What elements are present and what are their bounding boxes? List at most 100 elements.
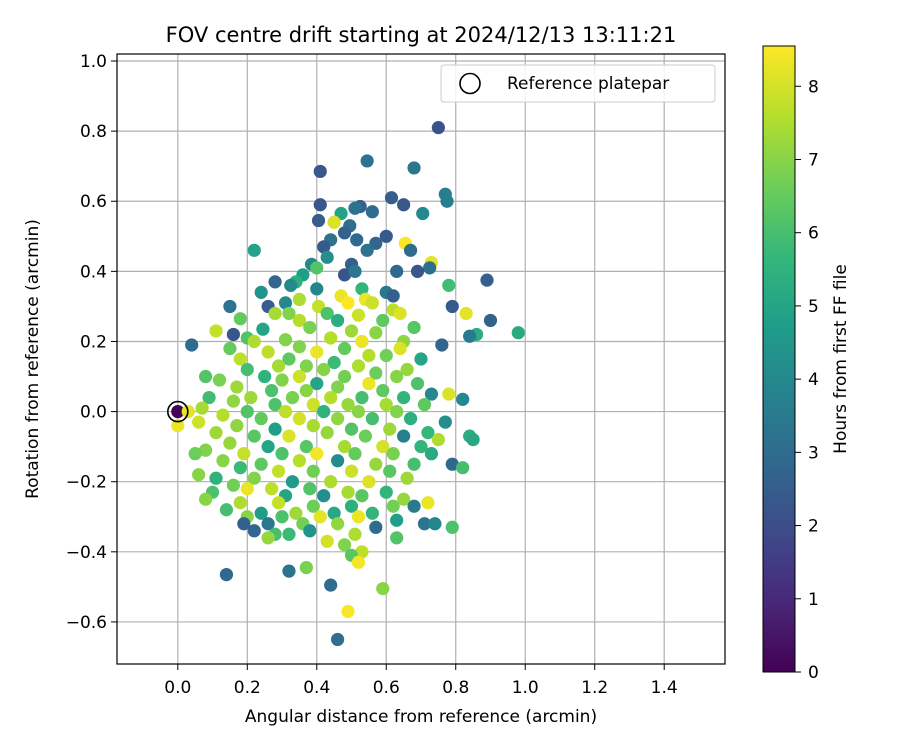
- data-point: [275, 447, 289, 461]
- data-point: [313, 198, 327, 212]
- data-point: [278, 296, 293, 310]
- data-point: [311, 213, 326, 228]
- data-point: [327, 355, 341, 370]
- data-point: [344, 324, 359, 338]
- data-point: [282, 352, 296, 366]
- data-point: [344, 499, 359, 513]
- data-point: [337, 538, 352, 552]
- x-tick-label: 0.0: [164, 678, 191, 698]
- data-point: [438, 415, 452, 429]
- data-point: [417, 397, 432, 412]
- data-point: [289, 506, 303, 520]
- data-point: [379, 397, 393, 412]
- data-point: [284, 278, 298, 292]
- data-point: [237, 517, 251, 531]
- data-point: [511, 326, 525, 340]
- data-point: [414, 352, 428, 366]
- data-point: [240, 482, 254, 496]
- data-point: [376, 383, 390, 398]
- data-point: [313, 164, 327, 179]
- data-point: [320, 426, 334, 440]
- data-point: [456, 461, 470, 475]
- data-point: [317, 362, 331, 377]
- data-point: [466, 433, 480, 447]
- data-point: [299, 560, 313, 575]
- data-point: [348, 447, 362, 461]
- data-point: [240, 404, 254, 419]
- y-axis-ticks: −0.6 −0.4 −0.2 0.0 0.2 0.4 0.6 0.8 1.0: [66, 52, 117, 633]
- data-point: [271, 359, 286, 373]
- data-point: [456, 392, 470, 406]
- data-point: [219, 568, 234, 582]
- data-point: [209, 324, 223, 338]
- data-point: [171, 419, 185, 433]
- colorbar-gradient: [762, 45, 796, 673]
- data-point: [313, 510, 327, 524]
- data-point: [348, 527, 362, 541]
- colorbar-tick-label: 5: [808, 297, 819, 317]
- data-point: [256, 322, 270, 336]
- chart-title: FOV centre drift starting at 2024/12/13 …: [166, 23, 677, 47]
- data-point: [365, 296, 379, 310]
- data-point: [351, 510, 366, 524]
- y-tick-label: −0.4: [66, 543, 107, 563]
- data-point: [331, 411, 345, 426]
- data-point: [247, 334, 261, 349]
- data-point: [247, 471, 261, 485]
- data-point: [233, 312, 247, 326]
- data-point: [185, 338, 199, 352]
- x-tick-label: 0.2: [234, 678, 261, 698]
- data-point: [275, 373, 289, 387]
- data-point: [414, 440, 428, 454]
- data-point: [431, 433, 445, 447]
- data-point: [219, 503, 234, 517]
- colorbar-tick-label: 6: [808, 224, 819, 244]
- data-point: [230, 419, 244, 433]
- data-point: [390, 264, 404, 278]
- data-point: [254, 457, 268, 471]
- data-point: [369, 457, 383, 471]
- y-tick-label: 0.4: [80, 262, 107, 282]
- data-point: [459, 306, 473, 321]
- data-point: [292, 369, 306, 384]
- data-point: [384, 191, 399, 205]
- data-point: [348, 264, 362, 278]
- data-point: [254, 506, 268, 520]
- data-point: [254, 285, 268, 299]
- data-point: [337, 440, 352, 454]
- data-point: [480, 273, 494, 287]
- data-point: [431, 121, 445, 135]
- data-point: [320, 534, 334, 548]
- data-point: [355, 334, 369, 349]
- data-point: [247, 243, 261, 257]
- data-point: [463, 329, 477, 343]
- data-point: [198, 443, 213, 457]
- y-tick-label: 0.8: [80, 122, 107, 142]
- legend-marker-icon: [459, 72, 481, 95]
- data-point: [424, 387, 439, 401]
- data-point: [386, 447, 400, 461]
- data-point: [271, 496, 286, 510]
- data-point: [254, 411, 268, 426]
- data-point: [303, 524, 317, 538]
- data-point: [320, 250, 334, 264]
- data-point: [416, 206, 430, 221]
- data-point: [397, 198, 411, 212]
- data-point: [410, 376, 425, 391]
- x-tick-label: 1.4: [651, 678, 678, 698]
- data-point: [365, 411, 379, 426]
- data-point: [355, 545, 369, 559]
- data-point: [376, 582, 390, 596]
- data-point: [258, 369, 272, 384]
- x-axis-label: Angular distance from reference (arcmin): [245, 707, 597, 727]
- data-point: [261, 517, 275, 531]
- data-point: [365, 506, 379, 520]
- data-point: [403, 243, 418, 257]
- reference-marker: [167, 400, 189, 423]
- data-point: [226, 478, 240, 492]
- data-point: [355, 282, 369, 296]
- data-point: [360, 154, 374, 168]
- data-point: [397, 390, 411, 405]
- data-point: [327, 215, 341, 229]
- data-point: [310, 282, 324, 296]
